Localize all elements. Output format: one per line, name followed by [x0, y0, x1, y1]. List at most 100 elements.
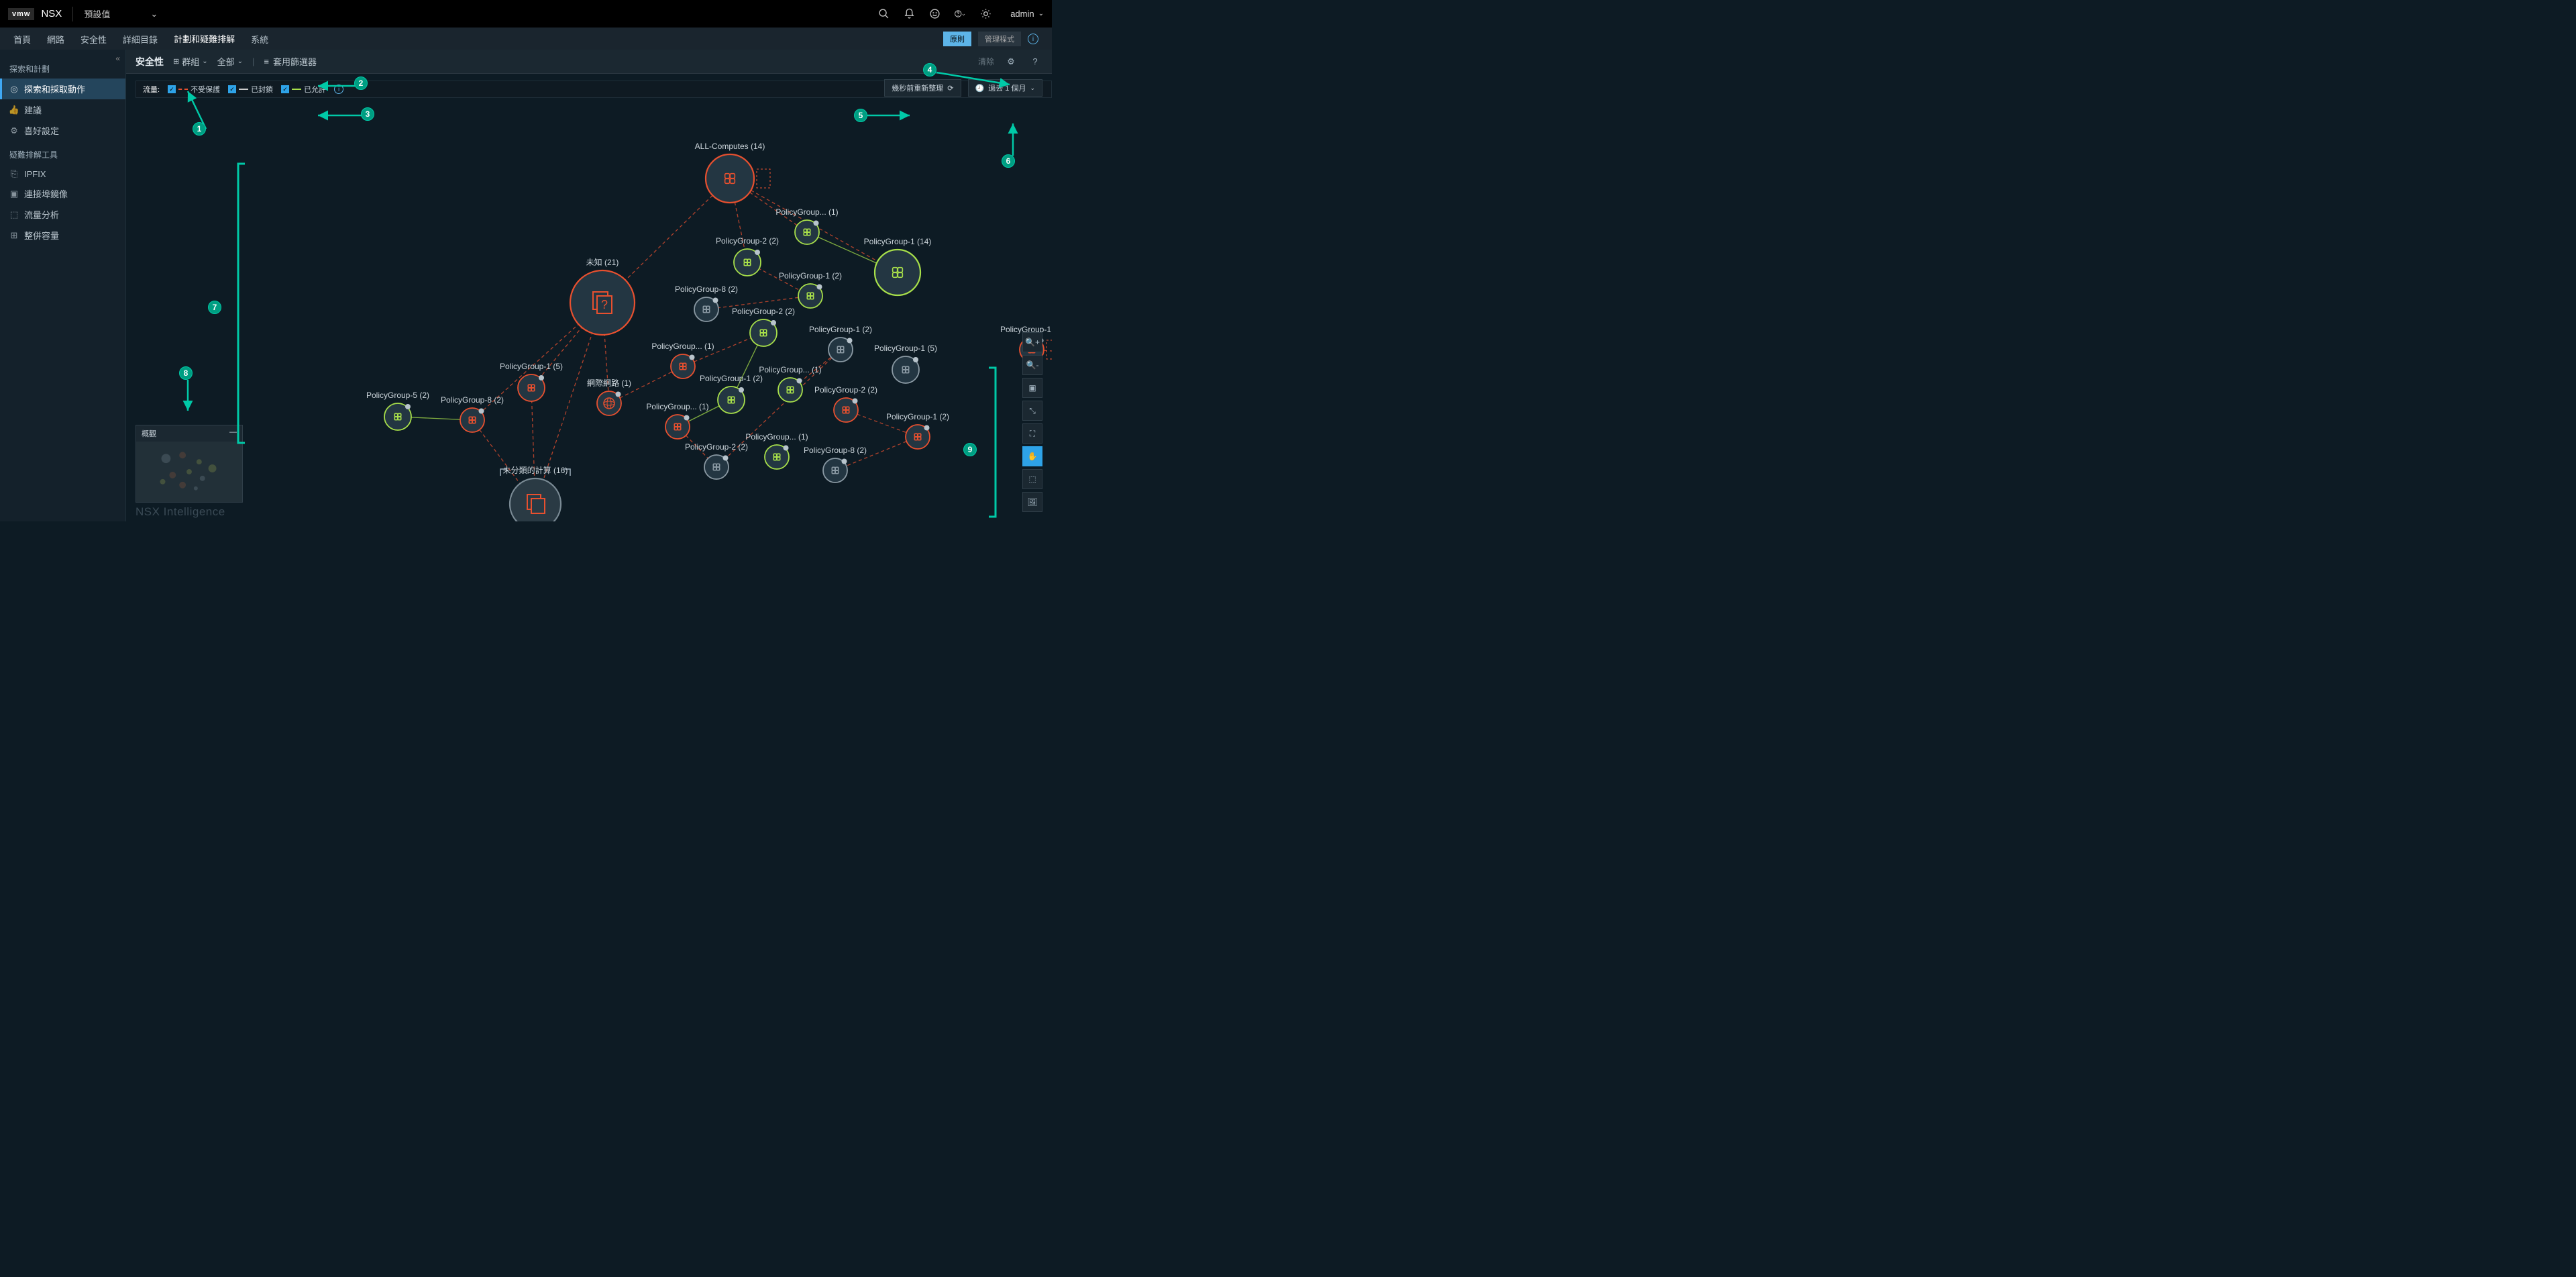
- line-icon: [239, 89, 248, 90]
- svg-text:PolicyGroup-2 (2): PolicyGroup-2 (2): [814, 385, 877, 395]
- feedback-icon[interactable]: [928, 8, 941, 20]
- flow-blocked-toggle[interactable]: ✓ 已封鎖: [228, 84, 273, 95]
- sidebar-item-label: 探索和採取動作: [24, 83, 85, 95]
- capacity-icon: ⊞: [9, 230, 19, 241]
- sidebar-item-portmirror[interactable]: ▣ 連接埠鏡像: [0, 183, 125, 204]
- graph-node[interactable]: ?未知 (21): [570, 258, 635, 335]
- clear-filters[interactable]: 清除: [978, 56, 994, 67]
- graph-node[interactable]: PolicyGroup-2 (2): [716, 236, 779, 276]
- annotation-callout: 6: [1002, 154, 1015, 168]
- overview-minimap[interactable]: [136, 442, 242, 502]
- zoom-in-button[interactable]: 🔍+: [1022, 332, 1042, 352]
- sidebar-item-capacity[interactable]: ⊞ 整併容量: [0, 225, 125, 246]
- annotation-callout: 1: [193, 122, 206, 136]
- nav-network[interactable]: 網路: [47, 28, 64, 51]
- mode-policy[interactable]: 原則: [943, 32, 971, 46]
- pan-button[interactable]: ✋: [1022, 446, 1042, 466]
- svg-text:PolicyGroup-1 (5): PolicyGroup-1 (5): [500, 362, 563, 371]
- graph-node[interactable]: PolicyGroup-1 (2): [700, 374, 763, 413]
- sidebar-item-ipfix[interactable]: ⎘ IPFIX: [0, 164, 125, 183]
- nav-plan[interactable]: 計劃和疑難排解: [174, 27, 235, 52]
- graph-node[interactable]: PolicyGroup... (1): [759, 365, 821, 402]
- all-dropdown[interactable]: 全部 ⌄: [217, 55, 243, 68]
- sidebar-item-suggest[interactable]: 👍 建議: [0, 99, 125, 120]
- user-menu[interactable]: admin ⌄: [1010, 9, 1044, 19]
- preset-label: 預設值: [84, 7, 110, 20]
- svg-text:PolicyGroup-1 (2): PolicyGroup-1 (2): [809, 325, 872, 334]
- graph-node[interactable]: PolicyGroup... (1): [651, 342, 714, 378]
- sidebar-item-discover[interactable]: ◎ 探索和採取動作: [0, 79, 125, 99]
- bell-icon[interactable]: [903, 8, 915, 20]
- toolbox: 🔍+ 🔍- ▣ ⤡ ⛶ ✋ ⬚ 🖼: [1022, 332, 1042, 512]
- search-icon[interactable]: [877, 8, 890, 20]
- graph-node[interactable]: PolicyGroup... (1): [745, 432, 808, 469]
- nav-system[interactable]: 系統: [251, 28, 268, 51]
- sidebar-item-flowanalysis[interactable]: ⬚ 流量分析: [0, 204, 125, 225]
- svg-text:PolicyGroup-8 (2): PolicyGroup-8 (2): [441, 395, 504, 405]
- graph-node[interactable]: PolicyGroup-8 (2): [675, 285, 738, 321]
- graph-node[interactable]: ALL-Computes (14): [695, 142, 770, 203]
- collapse-sidebar-icon[interactable]: «: [115, 54, 120, 63]
- info-icon[interactable]: i: [1028, 34, 1038, 44]
- all-label: 全部: [217, 55, 235, 68]
- topbar: vmw NSX 預設值 ⌄ ⌄ admin ⌄: [0, 0, 1052, 28]
- graph-node[interactable]: PolicyGroup-2 (2): [732, 307, 795, 346]
- graph-node[interactable]: PolicyGroup-5 (2): [366, 391, 429, 430]
- export-button[interactable]: 🖼: [1022, 492, 1042, 512]
- filter-icon: ≡: [264, 56, 269, 66]
- checkbox-icon: ✓: [281, 85, 289, 93]
- flow-label: 流量:: [143, 84, 160, 95]
- annotation-callout: 9: [963, 443, 977, 456]
- collapse-button[interactable]: ⤡: [1022, 401, 1042, 421]
- cube-icon: ⬚: [9, 209, 19, 220]
- annotation-callout: 8: [179, 366, 193, 380]
- chevron-down-icon: ⌄: [150, 9, 158, 19]
- help-icon[interactable]: ?: [1028, 54, 1042, 69]
- groups-dropdown[interactable]: ⊞ 群組 ⌄: [173, 55, 208, 68]
- apply-filter[interactable]: ≡ 套用篩選器: [264, 55, 317, 68]
- graph-node[interactable]: PolicyGroup-1 (2): [886, 412, 949, 449]
- graph-node[interactable]: PolicyGroup-2 (2): [685, 442, 748, 479]
- nav-home[interactable]: 首頁: [13, 28, 31, 51]
- graph-node[interactable]: PolicyGroup-8 (2): [441, 395, 504, 432]
- zoom-out-button[interactable]: 🔍-: [1022, 355, 1042, 375]
- preset-dropdown[interactable]: 預設值 ⌄: [84, 7, 158, 20]
- svg-text:PolicyGroup... (1): PolicyGroup... (1): [775, 207, 838, 217]
- graph-node[interactable]: PolicyGroup... (1): [646, 402, 708, 439]
- graph-node[interactable]: PolicyGroup... (1): [775, 207, 838, 244]
- graph-node[interactable]: 網際網路 (1): [587, 378, 631, 415]
- select-button[interactable]: ⬚: [1022, 469, 1042, 489]
- sidebar-item-pref[interactable]: ⚙ 喜好設定: [0, 120, 125, 141]
- graph-node[interactable]: PolicyGroup-1 (2): [809, 325, 872, 362]
- graph-node[interactable]: PolicyGroup-1 (5): [874, 344, 937, 383]
- svg-text:PolicyGroup-2 (2): PolicyGroup-2 (2): [685, 442, 748, 452]
- nav-inventory[interactable]: 詳細目錄: [123, 28, 158, 51]
- graph-node[interactable]: PolicyGroup-1 (2): [779, 271, 842, 308]
- sidebar-section-discover: 探索和計劃: [0, 55, 125, 79]
- svg-text:PolicyGroup-1 (2): PolicyGroup-1 (2): [886, 412, 949, 421]
- help-icon[interactable]: ⌄: [954, 8, 966, 20]
- mode-manager[interactable]: 管理程式: [978, 32, 1021, 46]
- graph-node[interactable]: PolicyGroup-2 (2): [814, 385, 877, 422]
- chevron-down-icon: ⌄: [1030, 85, 1035, 92]
- annotation-callout: 5: [854, 109, 867, 122]
- nav-security[interactable]: 安全性: [80, 28, 107, 51]
- chevron-down-icon: ⌄: [1038, 10, 1044, 17]
- graph-node[interactable]: PolicyGroup-1 (14): [864, 237, 932, 295]
- svg-text:PolicyGroup... (1): PolicyGroup... (1): [651, 342, 714, 351]
- svg-text:未分類的計算 (16): 未分類的計算 (16): [503, 465, 568, 475]
- checkbox-icon: ✓: [168, 85, 176, 93]
- fullscreen-button[interactable]: ⛶: [1022, 423, 1042, 444]
- svg-text:PolicyGroup-1 (5): PolicyGroup-1 (5): [874, 344, 937, 353]
- chevron-down-icon: ⌄: [237, 58, 243, 65]
- graph-node[interactable]: PolicyGroup-8 (2): [804, 446, 867, 482]
- apply-filter-label: 套用篩選器: [273, 55, 317, 68]
- svg-text:PolicyGroup-5 (2): PolicyGroup-5 (2): [366, 391, 429, 400]
- fit-button[interactable]: ▣: [1022, 378, 1042, 398]
- graph-node[interactable]: PolicyGroup-1 (5): [500, 362, 563, 401]
- graph-canvas[interactable]: ALL-Computes (14) ?未知 (21) 未分類的計算 (16) 網際網路…: [126, 98, 1052, 521]
- navbar: 首頁 網路 安全性 詳細目錄 計劃和疑難排解 系統 原則 管理程式 i: [0, 28, 1052, 50]
- theme-icon[interactable]: [979, 8, 991, 20]
- graph-node[interactable]: 未分類的計算 (16): [500, 465, 570, 521]
- overview-panel[interactable]: 概觀 —: [136, 425, 243, 503]
